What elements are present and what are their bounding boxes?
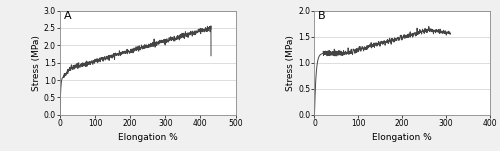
X-axis label: Elongation %: Elongation %: [372, 133, 432, 143]
Y-axis label: Stress (MPa): Stress (MPa): [286, 35, 296, 91]
Text: B: B: [318, 11, 326, 21]
X-axis label: Elongation %: Elongation %: [118, 133, 178, 143]
Y-axis label: Stress (MPa): Stress (MPa): [32, 35, 41, 91]
Text: A: A: [64, 11, 71, 21]
